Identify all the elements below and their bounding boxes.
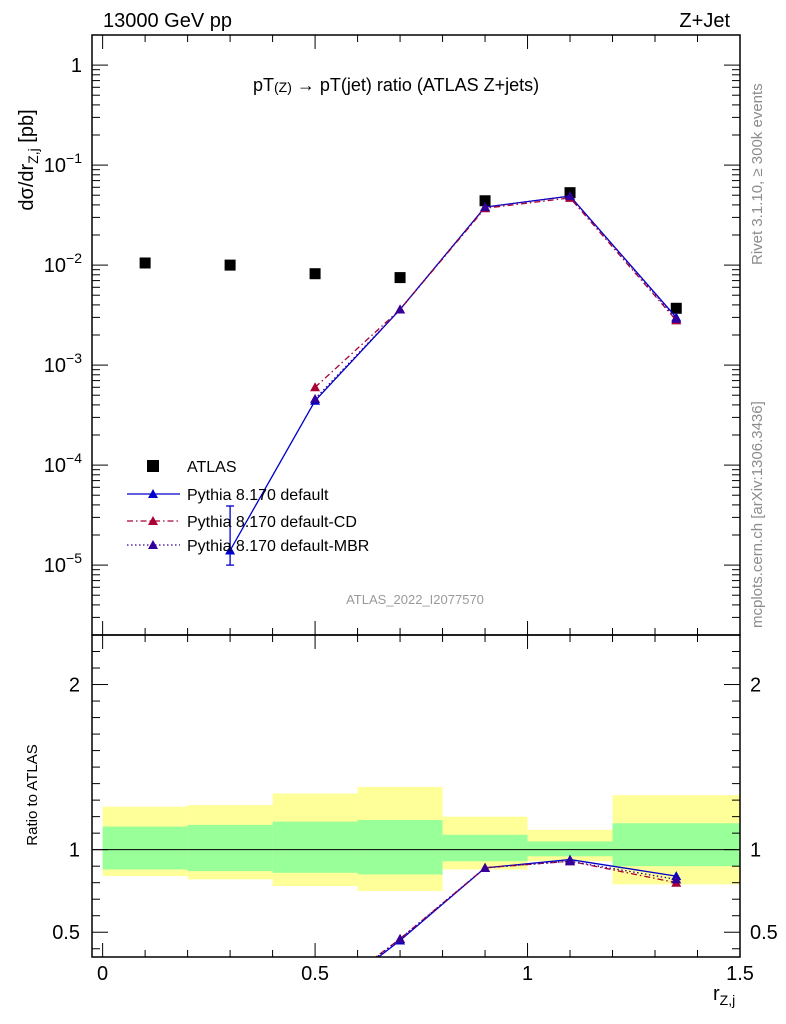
mc-series-line — [314, 195, 677, 400]
mc-ratio-point — [480, 862, 491, 872]
mc-ratio-point — [671, 874, 682, 884]
legend-label: ATLAS — [187, 459, 237, 476]
mc-data-point — [565, 191, 576, 201]
atlas-data-point — [479, 195, 491, 207]
main-y-tick-label: 10−2 — [44, 250, 82, 277]
main-y-tick-label: 10−5 — [44, 550, 82, 577]
ratio-panel-ticks: 0 0.5 1 1.5 0.5 0.5 1 1 2 2 — [52, 635, 778, 985]
mc-series-line — [314, 197, 677, 388]
main-panel-ticks: 1 10−1 10−2 10−3 10−4 10−5 — [44, 34, 741, 636]
ratio-band-stat — [527, 841, 613, 857]
legend-marker — [148, 540, 158, 549]
legend-marker — [148, 489, 158, 498]
ratio-band-stat — [187, 824, 273, 872]
ratio-band-stat — [357, 819, 443, 875]
x-tick-label: 0.5 — [301, 963, 329, 985]
atlas-data-point — [670, 302, 682, 314]
mc-ratio-point — [565, 856, 576, 866]
ratio-y-tick-label: 0.5 — [52, 922, 80, 944]
main-panel-series — [139, 187, 682, 566]
mc-data-point — [310, 382, 321, 392]
ratio-y-tick-label-right: 0.5 — [750, 922, 778, 944]
legend-label: Pythia 8.170 default-MBR — [187, 538, 369, 555]
mc-data-point — [395, 304, 406, 314]
ratio-y-tick-label: 1 — [69, 840, 80, 862]
legend-label: Pythia 8.170 default — [187, 487, 329, 504]
mcplots-reference-label: mcplots.cern.ch [arXiv:1306.3436] — [749, 401, 766, 628]
atlas-data-point — [394, 272, 406, 284]
x-axis-label: rZ,j — [713, 983, 735, 1008]
mc-ratio-line — [377, 858, 677, 957]
legend-marker-atlas — [147, 460, 159, 472]
legend: ATLAS Pythia 8.170 default Pythia 8.170 de… — [127, 459, 369, 555]
mc-data-point — [310, 393, 321, 403]
main-y-tick-label: 10−3 — [44, 350, 82, 377]
atlas-data-point — [139, 257, 151, 269]
ratio-y-tick-label-right: 1 — [750, 840, 761, 862]
mc-data-point — [671, 313, 682, 323]
header-process: Z+Jet — [679, 10, 730, 32]
main-y-tick-label: 10−1 — [44, 150, 82, 177]
ratio-band-stat — [102, 826, 188, 870]
ratio-panel-series — [374, 854, 682, 957]
legend-marker — [148, 516, 158, 525]
rivet-version-label: Rivet 3.1.10, ≥ 300k events — [749, 83, 766, 265]
mc-data-point — [225, 545, 236, 555]
mc-ratio-point — [395, 933, 406, 943]
ratio-panel-frame — [91, 634, 741, 958]
ratio-y-tick-label-right: 2 — [750, 675, 761, 697]
main-y-tick-label: 1 — [71, 55, 82, 77]
x-tick-label: 1.5 — [726, 963, 754, 985]
ratio-band-stat — [442, 834, 528, 862]
ratio-bands — [102, 786, 740, 891]
x-tick-label: 0 — [97, 963, 108, 985]
ratio-y-tick-label: 2 — [69, 675, 80, 697]
atlas-data-point — [224, 259, 236, 271]
legend-label: Pythia 8.170 default-CD — [187, 514, 357, 531]
header-energy: 13000 GeV pp — [103, 10, 232, 32]
ratio-axis-label: Ratio to ATLAS — [24, 744, 41, 845]
plot-title: pT(Z) → pT(jet) ratio (ATLAS Z+jets) — [253, 75, 539, 95]
mc-data-point — [480, 202, 491, 212]
x-tick-label: 1 — [522, 963, 533, 985]
ratio-band-stat — [612, 823, 740, 867]
atlas-data-point — [309, 268, 321, 280]
analysis-id: ATLAS_2022_I2077570 — [346, 592, 484, 607]
ratio-band-stat — [272, 821, 358, 873]
main-y-tick-label: 10−4 — [44, 450, 82, 477]
y-axis-label: dσ/drZ,j [pb] — [16, 109, 41, 210]
